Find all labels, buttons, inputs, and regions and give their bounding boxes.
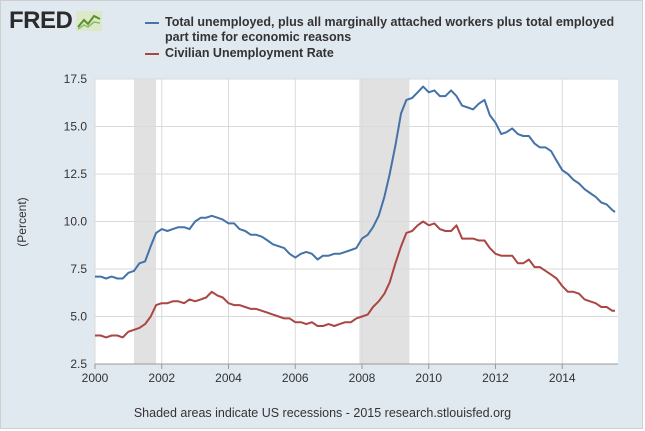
x-tick-label: 2004 (215, 371, 242, 385)
x-tick-label: 2006 (282, 371, 309, 385)
x-tick-label: 2000 (82, 371, 109, 385)
grid-lines (94, 78, 618, 365)
y-tick-label: 2.5 (70, 357, 87, 371)
legend-swatch-u6 (145, 22, 159, 24)
y-axis-label: (Percent) (15, 197, 29, 246)
y-tick-label: 15.0 (64, 120, 88, 134)
x-tick-label: 2014 (549, 371, 576, 385)
legend-item-u3: Civilian Unemployment Rate (145, 46, 625, 61)
y-tick-label: 17.5 (64, 72, 88, 86)
fred-logo: FRED (9, 7, 103, 34)
footer-note: Shaded areas indicate US recessions - 20… (133, 406, 512, 420)
legend-label-u6: Total unemployed, plus all marginally at… (165, 15, 615, 44)
legend-label-u3: Civilian Unemployment Rate (165, 46, 334, 60)
fred-chart-icon (76, 11, 103, 31)
fred-wordmark: FRED (9, 7, 73, 34)
legend-item-u6: Total unemployed, plus all marginally at… (145, 15, 625, 45)
y-tick-label: 5.0 (70, 310, 87, 324)
legend-swatch-u3 (145, 53, 159, 55)
y-tick-label: 7.5 (70, 262, 87, 276)
series-line-1 (95, 220, 615, 339)
series-lines (95, 85, 616, 339)
x-tick-label: 2010 (415, 371, 442, 385)
axes: 2.5 5.0 7.5 10.0 12.5 15.0 17.5 2000 2002 2004 200… (64, 72, 618, 385)
y-tick-label: 10.0 (64, 215, 88, 229)
x-tick-label: 2002 (148, 371, 175, 385)
x-tick-label: 2008 (349, 371, 376, 385)
x-tick-label: 2012 (482, 371, 509, 385)
y-tick-label: 12.5 (64, 167, 88, 181)
series-line-0 (95, 85, 616, 280)
